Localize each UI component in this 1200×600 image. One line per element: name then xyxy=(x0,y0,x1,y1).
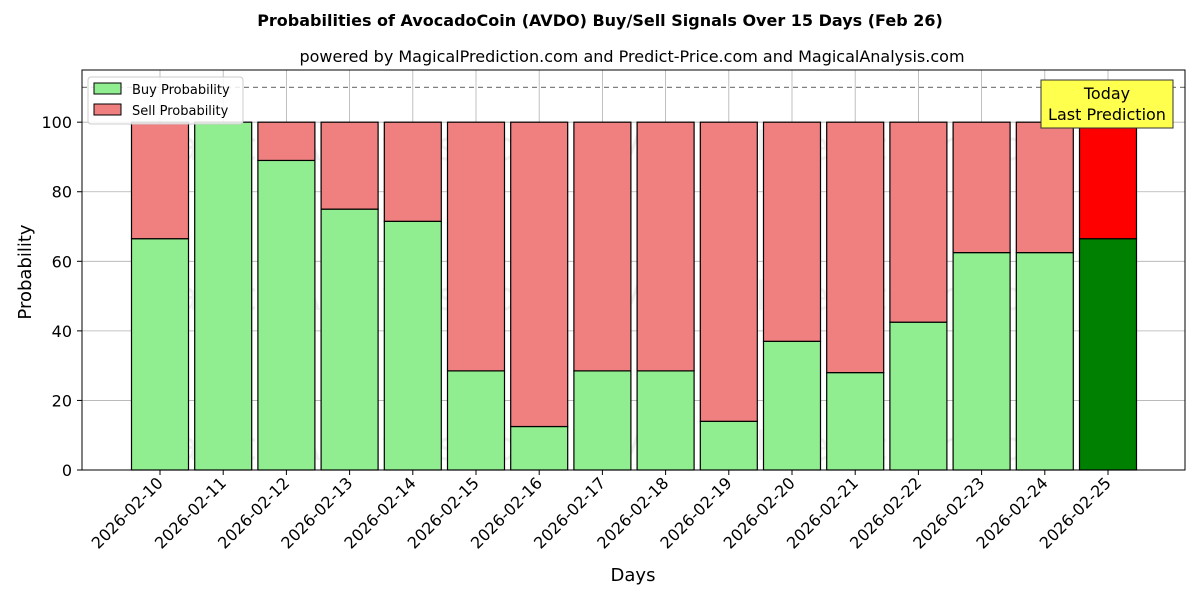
sell-bar xyxy=(699,121,758,422)
buy-bar xyxy=(889,321,948,471)
sell-bar xyxy=(762,121,822,342)
sell-bar xyxy=(320,121,379,210)
buy-bar xyxy=(257,159,316,471)
sell-bar xyxy=(826,121,885,374)
y-tick-label: 0 xyxy=(62,461,72,480)
y-tick-label: 80 xyxy=(52,183,72,202)
y-axis: 0 20 40 60 80 100 xyxy=(41,113,82,480)
legend-label-buy: Buy Probability xyxy=(132,83,230,98)
sell-bar xyxy=(952,121,1011,254)
buy-bar xyxy=(320,208,379,471)
chart-subtitle: powered by MagicalPrediction.com and Pre… xyxy=(299,47,964,66)
y-tick-label: 100 xyxy=(41,113,72,132)
buy-bar xyxy=(573,370,632,471)
sell-bar xyxy=(510,121,569,428)
buy-bar xyxy=(1078,238,1138,471)
y-tick-label: 40 xyxy=(52,322,72,341)
buy-bar xyxy=(762,340,822,471)
sell-bar xyxy=(446,121,506,372)
sell-bar xyxy=(1078,121,1138,240)
sell-bar xyxy=(889,121,948,323)
buy-bar xyxy=(1015,252,1074,471)
buy-bar xyxy=(699,420,758,471)
y-tick-label: 60 xyxy=(52,252,72,271)
buy-bar xyxy=(952,252,1011,471)
legend-swatch-buy xyxy=(93,82,122,95)
buy-bar xyxy=(383,220,442,471)
y-axis-label: Probability xyxy=(15,224,36,319)
buy-bar xyxy=(446,370,506,471)
sell-bar xyxy=(383,121,442,222)
x-axis: 2026-02-102026-02-112026-02-122026-02-13… xyxy=(88,470,1115,553)
sell-bar xyxy=(636,121,695,372)
bars xyxy=(130,121,1138,471)
plot-frame xyxy=(81,69,1186,471)
annotation-line-1: Today xyxy=(1083,84,1130,103)
annotation-box xyxy=(1040,79,1174,129)
sell-bar xyxy=(130,121,190,240)
legend-box xyxy=(87,76,244,125)
sell-bar xyxy=(257,121,316,162)
buy-bar xyxy=(636,370,695,471)
buy-bar xyxy=(130,238,190,471)
legend-label-sell: Sell Probability xyxy=(132,104,229,119)
today-annotation: Today Last Prediction xyxy=(1040,79,1174,129)
chart-title: Probabilities of AvocadoCoin (AVDO) Buy/… xyxy=(257,11,943,30)
buy-bar xyxy=(826,372,885,471)
legend: Buy Probability Sell Probability xyxy=(87,76,244,125)
sell-bar xyxy=(573,121,632,372)
buy-bar xyxy=(510,425,569,471)
sell-bar xyxy=(1015,121,1074,254)
legend-swatch-sell xyxy=(93,103,122,116)
x-axis-label: Days xyxy=(611,565,656,586)
y-tick-label: 20 xyxy=(52,391,72,410)
buy-bar xyxy=(194,121,253,471)
annotation-line-2: Last Prediction xyxy=(1048,105,1166,124)
